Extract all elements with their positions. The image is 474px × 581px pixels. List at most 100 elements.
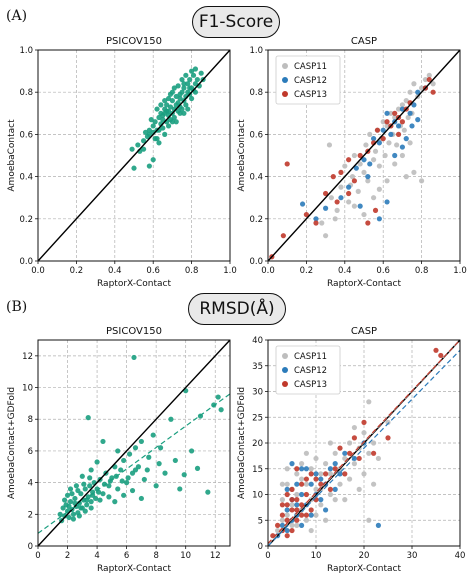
y-tick-label: 35 [252,362,263,372]
data-point [303,466,309,472]
data-point [303,491,309,498]
data-point [294,502,300,508]
data-point [327,466,333,472]
panel-b-letter: (B) [6,299,28,315]
data-point [141,146,147,152]
data-point [353,165,359,171]
data-point [189,448,195,454]
x-tick-label: 40 [455,551,466,561]
data-point [106,483,112,489]
data-point [308,466,314,472]
data-point [69,491,75,497]
data-point [141,476,147,483]
data-point [337,471,343,477]
chart-title: CASP [351,326,377,337]
x-axis-label: RaptorX-Contact [97,279,171,289]
data-point [100,491,106,497]
data-point [342,450,348,456]
panel-a-letter: (A) [6,8,28,24]
data-point [150,157,156,163]
data-point [399,144,405,150]
data-point [403,174,409,180]
data-point [146,163,152,169]
y-axis-label: AmoebaContact [7,119,17,192]
data-point [351,152,357,159]
data-point [330,174,336,180]
data-point [164,108,170,114]
y-tick-label: 25 [252,413,263,423]
data-point [338,184,344,190]
y-tick-label: 0 [258,542,263,552]
y-axis-label: AmoebaContact [237,119,247,192]
data-point [405,114,411,121]
legend-label: CASP12 [294,366,327,376]
data-point [177,110,183,116]
legend-label: CASP11 [294,62,327,72]
data-point [79,473,85,479]
y-tick-label: 0.0 [19,257,33,267]
data-point [308,507,314,513]
data-point [119,478,125,484]
x-tick-label: 0.2 [300,266,314,276]
data-point [156,140,162,146]
data-point [323,205,329,211]
panel-b-title-badge: RMSD(Å) [188,293,286,325]
chart-rmsd_psicov: 0 2 4 6 8 10 12 0 2 4 6 8 10 12 PSICOV150 RaptorX-Conta… [7,326,231,574]
data-point [351,178,357,184]
y-tick-label: 4 [28,479,33,489]
panel-a-title-badge: F1-Score [192,6,280,38]
data-point [125,475,131,481]
data-point [189,95,195,102]
data-point [361,157,367,163]
data-point [338,169,344,175]
diagonal-line [267,49,461,262]
diagonal-line [37,339,231,547]
x-tick-label: 0.8 [185,266,199,276]
data-point [376,216,382,222]
data-point [148,117,154,123]
data-point [384,119,390,125]
y-tick-label: 0.4 [249,173,263,183]
data-point [411,169,417,175]
data-point [323,190,329,197]
data-point [167,91,174,97]
data-point [299,461,305,467]
x-tick-label: 0.0 [261,266,275,276]
data-point [70,511,77,517]
data-point [356,455,362,462]
data-point [299,466,305,472]
data-point [299,512,305,518]
data-point [156,114,162,121]
data-point [67,486,74,492]
series-casp13 [270,347,444,539]
data-point [367,161,373,167]
x-tick-label: 6 [124,551,129,561]
data-point [275,527,281,534]
data-point [430,81,436,87]
data-point [323,461,329,467]
data-point [371,450,377,456]
data-point [419,85,425,91]
data-point [313,220,319,226]
data-point [371,136,377,142]
data-point [318,497,324,503]
data-point [392,152,398,159]
data-point [185,81,191,87]
data-point [347,476,353,482]
data-point [289,461,295,467]
data-point [67,499,74,505]
x-tick-label: 4 [94,551,99,561]
data-point [132,467,139,473]
data-point [289,497,295,503]
data-point [284,507,290,513]
y-tick-label: 10 [22,384,33,394]
data-point [294,491,300,498]
x-tick-label: 30 [407,551,418,561]
data-point [162,470,168,476]
data-point [361,471,367,477]
data-point [61,497,68,503]
data-point [318,481,324,487]
data-point [355,188,361,194]
data-point [374,127,381,133]
data-point [313,216,319,222]
